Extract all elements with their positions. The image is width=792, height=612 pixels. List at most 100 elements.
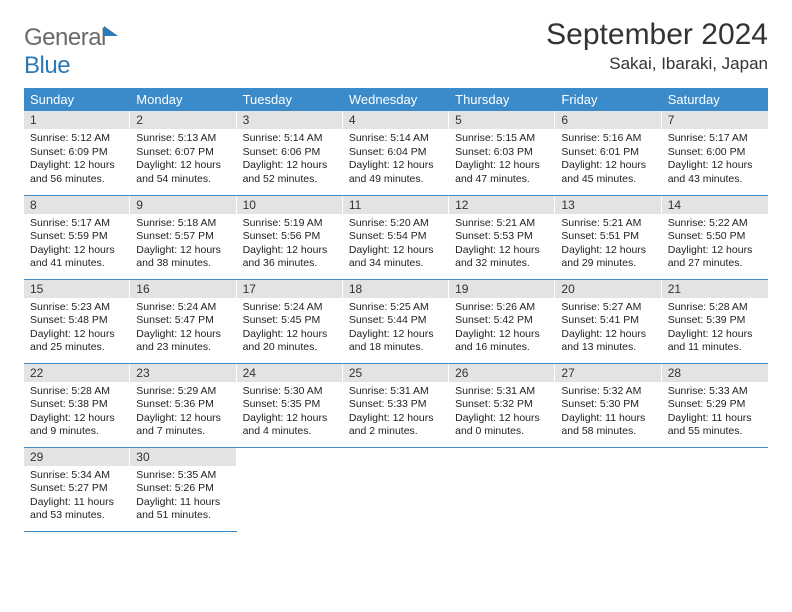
calendar-cell: 14Sunrise: 5:22 AMSunset: 5:50 PMDayligh… xyxy=(662,195,768,279)
calendar-cell: 23Sunrise: 5:29 AMSunset: 5:36 PMDayligh… xyxy=(130,363,236,447)
calendar-cell: 4Sunrise: 5:14 AMSunset: 6:04 PMDaylight… xyxy=(343,111,449,195)
calendar-body: 1Sunrise: 5:12 AMSunset: 6:09 PMDaylight… xyxy=(24,111,768,531)
calendar-cell: 6Sunrise: 5:16 AMSunset: 6:01 PMDaylight… xyxy=(555,111,661,195)
day-number: 12 xyxy=(449,196,555,214)
calendar-table: Sunday Monday Tuesday Wednesday Thursday… xyxy=(24,88,768,532)
day-info: Sunrise: 5:26 AMSunset: 5:42 PMDaylight:… xyxy=(449,298,555,359)
day-number: 6 xyxy=(555,111,661,129)
weekday-header: Saturday xyxy=(662,88,768,111)
day-number: 16 xyxy=(130,280,236,298)
title-block: September 2024 Sakai, Ibaraki, Japan xyxy=(546,18,768,74)
day-info: Sunrise: 5:22 AMSunset: 5:50 PMDaylight:… xyxy=(662,214,768,275)
calendar-cell: 12Sunrise: 5:21 AMSunset: 5:53 PMDayligh… xyxy=(449,195,555,279)
day-number: 4 xyxy=(343,111,449,129)
calendar-cell: .. xyxy=(662,447,768,531)
day-info: Sunrise: 5:33 AMSunset: 5:29 PMDaylight:… xyxy=(662,382,768,443)
calendar-cell: 21Sunrise: 5:28 AMSunset: 5:39 PMDayligh… xyxy=(662,279,768,363)
day-info: Sunrise: 5:32 AMSunset: 5:30 PMDaylight:… xyxy=(555,382,661,443)
logo: General Blue xyxy=(24,18,118,80)
day-number: 11 xyxy=(343,196,449,214)
calendar-cell: 28Sunrise: 5:33 AMSunset: 5:29 PMDayligh… xyxy=(662,363,768,447)
calendar-cell: 5Sunrise: 5:15 AMSunset: 6:03 PMDaylight… xyxy=(449,111,555,195)
calendar-cell: 16Sunrise: 5:24 AMSunset: 5:47 PMDayligh… xyxy=(130,279,236,363)
day-number: 1 xyxy=(24,111,130,129)
calendar-cell: 11Sunrise: 5:20 AMSunset: 5:54 PMDayligh… xyxy=(343,195,449,279)
weekday-header: Wednesday xyxy=(343,88,449,111)
calendar-row: 15Sunrise: 5:23 AMSunset: 5:48 PMDayligh… xyxy=(24,279,768,363)
day-number: 9 xyxy=(130,196,236,214)
calendar-cell: 2Sunrise: 5:13 AMSunset: 6:07 PMDaylight… xyxy=(130,111,236,195)
day-number: 2 xyxy=(130,111,236,129)
weekday-header: Tuesday xyxy=(237,88,343,111)
day-info: Sunrise: 5:31 AMSunset: 5:32 PMDaylight:… xyxy=(449,382,555,443)
calendar-cell: 25Sunrise: 5:31 AMSunset: 5:33 PMDayligh… xyxy=(343,363,449,447)
day-info: Sunrise: 5:34 AMSunset: 5:27 PMDaylight:… xyxy=(24,466,130,527)
calendar-cell: 9Sunrise: 5:18 AMSunset: 5:57 PMDaylight… xyxy=(130,195,236,279)
calendar-cell: 29Sunrise: 5:34 AMSunset: 5:27 PMDayligh… xyxy=(24,447,130,531)
calendar-cell: 8Sunrise: 5:17 AMSunset: 5:59 PMDaylight… xyxy=(24,195,130,279)
day-number: 21 xyxy=(662,280,768,298)
calendar-cell: 22Sunrise: 5:28 AMSunset: 5:38 PMDayligh… xyxy=(24,363,130,447)
calendar-cell: 24Sunrise: 5:30 AMSunset: 5:35 PMDayligh… xyxy=(237,363,343,447)
calendar-header-row: Sunday Monday Tuesday Wednesday Thursday… xyxy=(24,88,768,111)
day-info: Sunrise: 5:18 AMSunset: 5:57 PMDaylight:… xyxy=(130,214,236,275)
month-title: September 2024 xyxy=(546,18,768,52)
day-info: Sunrise: 5:24 AMSunset: 5:45 PMDaylight:… xyxy=(237,298,343,359)
calendar-row: 1Sunrise: 5:12 AMSunset: 6:09 PMDaylight… xyxy=(24,111,768,195)
day-number: 19 xyxy=(449,280,555,298)
calendar-cell: 27Sunrise: 5:32 AMSunset: 5:30 PMDayligh… xyxy=(555,363,661,447)
day-number: 23 xyxy=(130,364,236,382)
calendar-cell: .. xyxy=(237,447,343,531)
day-info: Sunrise: 5:14 AMSunset: 6:04 PMDaylight:… xyxy=(343,129,449,190)
day-number: 14 xyxy=(662,196,768,214)
day-info: Sunrise: 5:19 AMSunset: 5:56 PMDaylight:… xyxy=(237,214,343,275)
calendar-cell: .. xyxy=(343,447,449,531)
day-info: Sunrise: 5:14 AMSunset: 6:06 PMDaylight:… xyxy=(237,129,343,190)
calendar-cell: .. xyxy=(555,447,661,531)
calendar-row: 8Sunrise: 5:17 AMSunset: 5:59 PMDaylight… xyxy=(24,195,768,279)
day-number: 15 xyxy=(24,280,130,298)
day-info: Sunrise: 5:25 AMSunset: 5:44 PMDaylight:… xyxy=(343,298,449,359)
day-info: Sunrise: 5:30 AMSunset: 5:35 PMDaylight:… xyxy=(237,382,343,443)
calendar-cell: 26Sunrise: 5:31 AMSunset: 5:32 PMDayligh… xyxy=(449,363,555,447)
day-number: 24 xyxy=(237,364,343,382)
calendar-cell: 18Sunrise: 5:25 AMSunset: 5:44 PMDayligh… xyxy=(343,279,449,363)
day-number: 3 xyxy=(237,111,343,129)
day-info: Sunrise: 5:12 AMSunset: 6:09 PMDaylight:… xyxy=(24,129,130,190)
day-number: 22 xyxy=(24,364,130,382)
day-info: Sunrise: 5:21 AMSunset: 5:51 PMDaylight:… xyxy=(555,214,661,275)
calendar-row: 22Sunrise: 5:28 AMSunset: 5:38 PMDayligh… xyxy=(24,363,768,447)
location: Sakai, Ibaraki, Japan xyxy=(546,54,768,74)
calendar-cell: 3Sunrise: 5:14 AMSunset: 6:06 PMDaylight… xyxy=(237,111,343,195)
day-info: Sunrise: 5:21 AMSunset: 5:53 PMDaylight:… xyxy=(449,214,555,275)
calendar-cell: 19Sunrise: 5:26 AMSunset: 5:42 PMDayligh… xyxy=(449,279,555,363)
day-number: 10 xyxy=(237,196,343,214)
logo-triangle-icon xyxy=(104,26,118,36)
day-info: Sunrise: 5:17 AMSunset: 5:59 PMDaylight:… xyxy=(24,214,130,275)
calendar-page: General Blue September 2024 Sakai, Ibara… xyxy=(0,0,792,532)
calendar-cell: 13Sunrise: 5:21 AMSunset: 5:51 PMDayligh… xyxy=(555,195,661,279)
day-info: Sunrise: 5:24 AMSunset: 5:47 PMDaylight:… xyxy=(130,298,236,359)
day-info: Sunrise: 5:13 AMSunset: 6:07 PMDaylight:… xyxy=(130,129,236,190)
day-info: Sunrise: 5:23 AMSunset: 5:48 PMDaylight:… xyxy=(24,298,130,359)
calendar-cell: 15Sunrise: 5:23 AMSunset: 5:48 PMDayligh… xyxy=(24,279,130,363)
calendar-row: 29Sunrise: 5:34 AMSunset: 5:27 PMDayligh… xyxy=(24,447,768,531)
day-number: 26 xyxy=(449,364,555,382)
calendar-cell: 17Sunrise: 5:24 AMSunset: 5:45 PMDayligh… xyxy=(237,279,343,363)
calendar-cell: 1Sunrise: 5:12 AMSunset: 6:09 PMDaylight… xyxy=(24,111,130,195)
weekday-header: Thursday xyxy=(449,88,555,111)
logo-word-1: General xyxy=(24,24,106,51)
day-info: Sunrise: 5:28 AMSunset: 5:39 PMDaylight:… xyxy=(662,298,768,359)
logo-text: General Blue xyxy=(24,24,118,80)
day-number: 30 xyxy=(130,448,236,466)
day-info: Sunrise: 5:28 AMSunset: 5:38 PMDaylight:… xyxy=(24,382,130,443)
day-number: 8 xyxy=(24,196,130,214)
day-info: Sunrise: 5:31 AMSunset: 5:33 PMDaylight:… xyxy=(343,382,449,443)
day-info: Sunrise: 5:27 AMSunset: 5:41 PMDaylight:… xyxy=(555,298,661,359)
calendar-cell: 10Sunrise: 5:19 AMSunset: 5:56 PMDayligh… xyxy=(237,195,343,279)
weekday-header: Monday xyxy=(130,88,236,111)
logo-word-2: Blue xyxy=(24,52,70,79)
calendar-cell: 7Sunrise: 5:17 AMSunset: 6:00 PMDaylight… xyxy=(662,111,768,195)
calendar-cell: .. xyxy=(449,447,555,531)
day-info: Sunrise: 5:20 AMSunset: 5:54 PMDaylight:… xyxy=(343,214,449,275)
